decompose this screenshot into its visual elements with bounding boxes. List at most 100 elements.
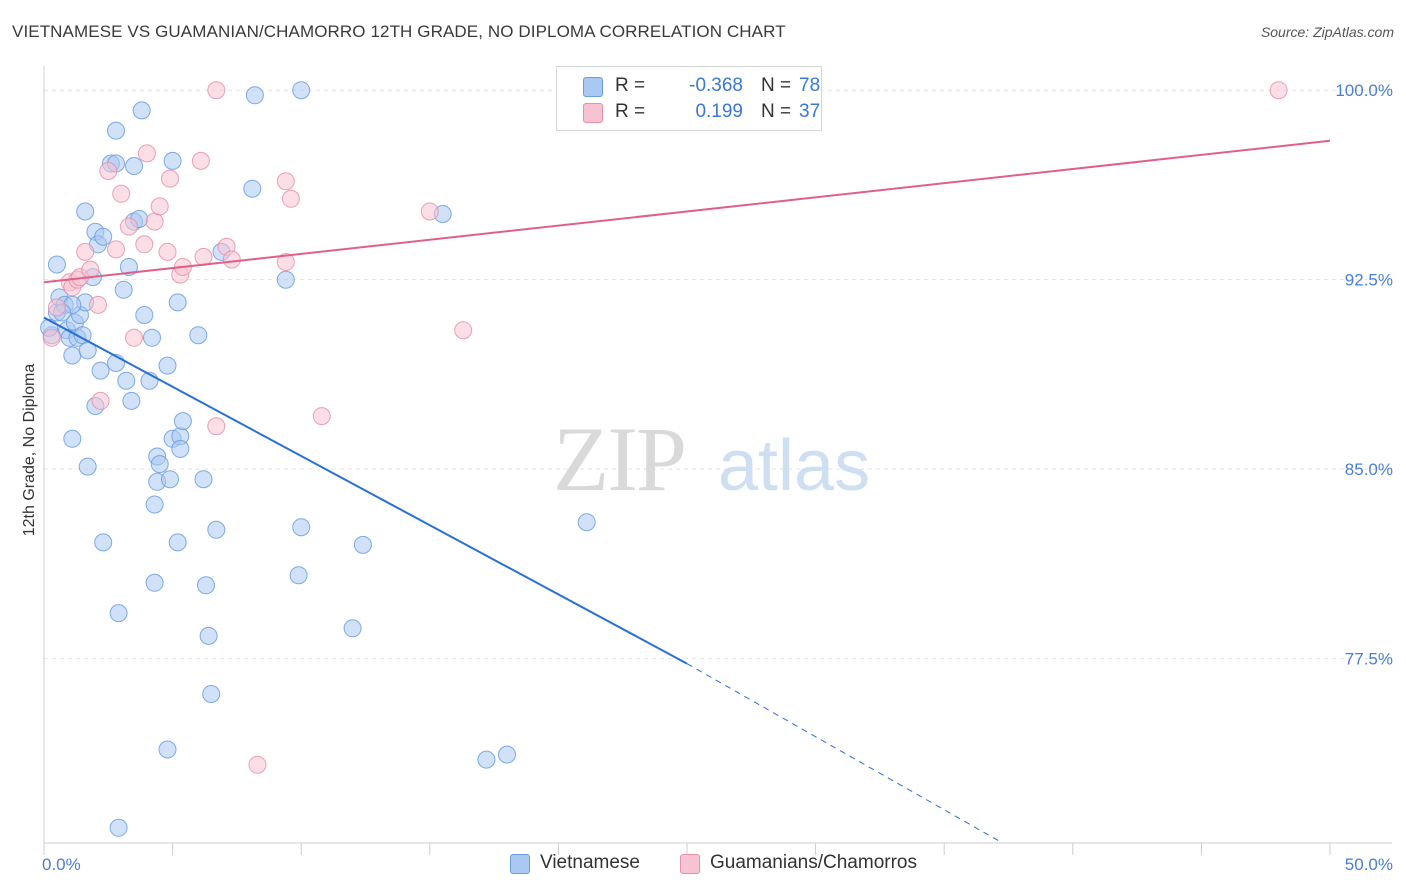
vietnamese-point [292,81,311,100]
guamanian-point [125,328,143,347]
guamanian-point [222,250,241,269]
vietnamese-point [171,439,190,458]
vietnamese-point [114,280,133,299]
series-legend: Vietnamese Guamanians/Chamorros [0,852,1406,878]
series-label-vietnamese: Vietnamese [540,852,640,873]
vietnamese-point [78,457,97,476]
guamanian-point [99,162,118,180]
vietnamese-point [158,740,177,759]
x-tick-labels: 0.0% 50.0% [42,855,1393,874]
vietnamese-point [63,429,82,448]
vietnamese-point [197,576,215,595]
x-tick-label: 50.0% [1345,855,1393,874]
vietnamese-point [163,151,182,170]
vietnamese-point [107,121,125,140]
vietnamese-point [143,328,161,347]
vietnamese-point [498,745,516,764]
guamanian-point [207,81,226,100]
y-tick-label: 92.5% [1345,271,1393,290]
guamanian-point [161,169,179,188]
correlation-legend: R = -0.368 N = 78 R = 0.199 N = 37 [556,66,822,131]
chart-title: VIETNAMESE VS GUAMANIAN/CHAMORRO 12TH GR… [12,22,786,41]
guamanian-point [191,151,210,170]
y-tick-label: 77.5% [1345,650,1393,669]
guamanian-point [135,235,154,254]
vietnamese-point [243,179,262,198]
vietnamese-point [173,412,192,431]
vietnamese-point [135,306,154,324]
guamanian-point [107,240,125,259]
guamanian-point [47,298,66,317]
guamanian-point [91,391,110,410]
y-axis-label: 12th Grade, No Diploma [21,364,38,537]
legend-r-value: 0.199 [695,101,743,122]
vietnamese-point [119,258,138,276]
vietnamese-point [150,455,169,474]
guamanian-point [119,217,138,236]
vietnamese-point [76,202,95,221]
guamanian-point [454,321,473,340]
legend-swatch-vietnamese [583,77,603,97]
vietnamese-point [168,533,187,552]
vietnamese-point [245,86,264,105]
vietnamese-point [577,513,596,532]
y-tick-label: 100.0% [1335,81,1393,100]
legend-n-label: N = [761,101,792,122]
legend-n-value: 37 [799,101,821,122]
guamanian-point [276,253,295,271]
guamanian-point [89,295,107,314]
source-label: Source: ZipAtlas.com [1260,24,1394,40]
vietnamese-point [477,750,496,769]
series-swatch-guamanian [680,854,700,874]
legend-r-label: R = [615,101,646,122]
guamanian-point [76,242,95,261]
guamanian-point [248,755,267,774]
vietnamese-point [94,227,113,246]
vietnamese-point [63,346,82,365]
guamanian-point [420,202,439,221]
guamanian-point [112,184,131,203]
vietnamese-point [207,520,226,539]
guamanian-point [207,417,226,436]
vietnamese-point [91,361,110,380]
guamanian-point [145,212,164,231]
guamanian-point [276,172,295,191]
vietnamese-point [125,157,143,175]
vietnamese-point [343,619,362,638]
vietnamese-point [194,470,213,489]
guamanian-point [312,407,331,426]
vietnamese-point [117,371,136,390]
legend-n-label: N = [761,75,792,96]
series-label-guamanian: Guamanians/Chamorros [710,852,917,873]
data-points [40,81,1288,837]
vietnamese-point [132,101,151,120]
watermark-zip: ZIP [553,408,685,510]
vietnamese-point [158,356,177,375]
vietnamese-point [168,293,187,312]
vietnamese-point [145,573,164,592]
guamanian-point [42,328,61,347]
vietnamese-point [202,685,221,703]
y-tick-labels: 77.5% 85.0% 92.5% 100.0% [1335,81,1393,668]
guamanian-point [158,242,177,261]
guamanian-point [1269,81,1288,100]
guamanian-point [281,189,300,208]
vietnamese-point [145,495,164,514]
vietnamese-point [109,604,128,623]
legend-swatch-guamanian [583,103,603,123]
grid-lines [44,89,1392,660]
vietnamese-trend-extension [686,663,999,841]
x-tick-label: 0.0% [42,855,81,874]
guamanian-point [137,144,156,163]
vietnamese-point [161,470,179,489]
axes [43,66,1392,855]
legend-r-value: -0.368 [689,75,743,96]
vietnamese-point [289,566,308,585]
y-tick-label: 85.0% [1345,460,1393,479]
watermark-atlas: atlas [718,426,870,506]
vietnamese-point [292,518,311,537]
vietnamese-point [109,818,128,837]
vietnamese-point [199,626,218,645]
guamanian-point [194,247,213,266]
